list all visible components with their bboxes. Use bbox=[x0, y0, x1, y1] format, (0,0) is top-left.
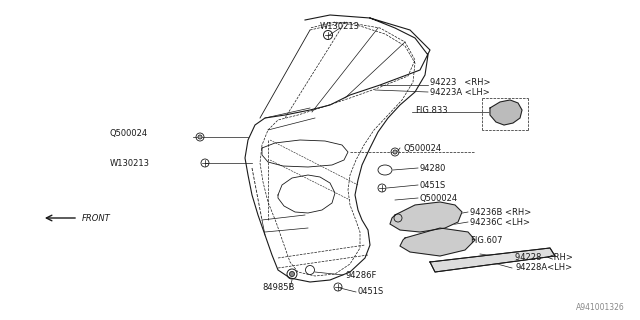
Text: 94228  <RH>: 94228 <RH> bbox=[515, 253, 573, 262]
Polygon shape bbox=[400, 228, 475, 256]
Text: FIG.607: FIG.607 bbox=[470, 236, 502, 244]
Text: W130213: W130213 bbox=[320, 22, 360, 31]
Text: 94223   <RH>: 94223 <RH> bbox=[430, 77, 490, 86]
Text: 0451S: 0451S bbox=[358, 287, 384, 297]
Text: Q500024: Q500024 bbox=[403, 143, 441, 153]
Text: 94228A<LH>: 94228A<LH> bbox=[515, 263, 572, 273]
Text: FIG.833: FIG.833 bbox=[415, 106, 447, 115]
Text: W130213: W130213 bbox=[110, 158, 150, 167]
Text: 84985B: 84985B bbox=[262, 284, 294, 292]
Text: Q500024: Q500024 bbox=[420, 194, 458, 203]
Polygon shape bbox=[490, 100, 522, 125]
Text: 0451S: 0451S bbox=[420, 180, 446, 189]
Text: 94280: 94280 bbox=[420, 164, 446, 172]
Text: 94286F: 94286F bbox=[345, 270, 376, 279]
Text: A941001326: A941001326 bbox=[576, 303, 625, 312]
Text: Q500024: Q500024 bbox=[110, 129, 148, 138]
Text: 94236B <RH>: 94236B <RH> bbox=[470, 207, 531, 217]
Text: FRONT: FRONT bbox=[82, 213, 111, 222]
Polygon shape bbox=[430, 248, 555, 272]
Text: 94223A <LH>: 94223A <LH> bbox=[430, 87, 490, 97]
Circle shape bbox=[393, 150, 397, 154]
Text: 94236C <LH>: 94236C <LH> bbox=[470, 218, 530, 227]
Circle shape bbox=[289, 271, 294, 276]
Circle shape bbox=[198, 135, 202, 139]
Polygon shape bbox=[390, 202, 462, 232]
